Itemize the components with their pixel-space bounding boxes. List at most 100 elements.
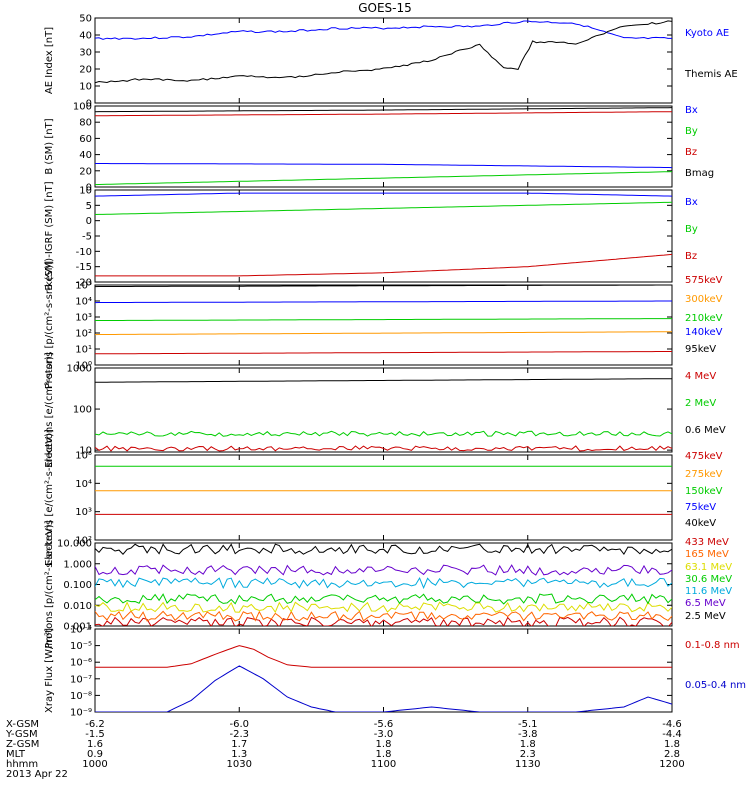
legend-label: Bz bbox=[685, 251, 697, 262]
series-line bbox=[95, 20, 672, 84]
ephemeris-cell: -5.6 bbox=[374, 719, 394, 730]
panel-4: 10⁰ 10¹ 10² 10³ 10⁴ 10⁵ Protons [p/(cm²-s-sr-k… bbox=[44, 261, 723, 389]
ephemeris-cell: -1.5 bbox=[85, 729, 105, 740]
legend-label: 95keV bbox=[685, 344, 716, 355]
series-line bbox=[95, 163, 672, 169]
plot-title: GOES-15 bbox=[358, 1, 412, 15]
ephemeris-cell: 1.8 bbox=[664, 739, 680, 750]
y-tick-label: 20 bbox=[79, 166, 92, 177]
series-line bbox=[95, 616, 672, 626]
panel-3: -20 -15 -10 -5 0 5 10 B (SM)-IGRF (SM) [nT] Bx By… bbox=[44, 181, 698, 290]
series-line bbox=[95, 318, 672, 321]
y-tick-label: 10 bbox=[79, 446, 92, 457]
y-axis-label: Electrons [e/(cm²-s-sr-keV)] bbox=[44, 429, 55, 566]
y-tick-label: 100 bbox=[73, 102, 92, 113]
y-tick-label: 10⁰ bbox=[75, 361, 92, 372]
panel-8: 10⁻⁹ 10⁻⁸ 10⁻⁷ 10⁻⁶ 10⁻⁵ 10⁻⁴ Xray Flux [W/m²]… bbox=[44, 625, 746, 719]
y-tick-label: 80 bbox=[79, 118, 92, 129]
series-line bbox=[95, 378, 672, 383]
y-tick-label: 60 bbox=[79, 134, 92, 145]
y-tick-label: 10.000 bbox=[57, 539, 92, 550]
panel-frame bbox=[94, 628, 673, 713]
y-tick-label: 40 bbox=[79, 31, 92, 42]
legend-label: Bmag bbox=[685, 168, 714, 179]
legend-label: 40keV bbox=[685, 518, 716, 529]
panel-5: 10 100 1000 Electrons [e/(cm²-s-sr)] 4 MeV 2 … bbox=[44, 352, 726, 468]
ephemeris-cell: -6.2 bbox=[85, 719, 105, 730]
legend-label: 11.6 MeV bbox=[685, 586, 732, 597]
series-line bbox=[95, 576, 672, 590]
ephemeris-cell: -4.4 bbox=[662, 729, 682, 740]
legend-label: By bbox=[685, 224, 698, 235]
legend-label: 140keV bbox=[685, 327, 723, 338]
series-line bbox=[95, 192, 672, 197]
legend-label: By bbox=[685, 126, 698, 137]
y-tick-label: -10 bbox=[76, 247, 92, 258]
legend-label: 275keV bbox=[685, 469, 723, 480]
ephemeris-cell: -2.3 bbox=[229, 729, 249, 740]
y-tick-label: 10⁴ bbox=[75, 479, 92, 490]
y-tick-label: 10² bbox=[75, 536, 92, 547]
y-tick-label: 0.010 bbox=[63, 601, 92, 612]
y-tick-label: 0 bbox=[86, 183, 92, 194]
ephemeris-cell: 1000 bbox=[82, 759, 107, 770]
legend-label: 433 MeV bbox=[685, 537, 729, 548]
series-line bbox=[95, 610, 672, 622]
y-axis-label: Protons [p/(cm²-s-sr-keV)] bbox=[44, 261, 55, 389]
legend-label: 63.1 MeV bbox=[685, 562, 732, 573]
series-line bbox=[95, 543, 672, 555]
legend-label: 6.5 MeV bbox=[685, 598, 726, 609]
ephemeris-cell: 1.3 bbox=[231, 749, 247, 760]
y-tick-label: -15 bbox=[76, 262, 92, 273]
y-tick-label: 1000 bbox=[67, 364, 92, 375]
ephemeris-cell: 1.8 bbox=[520, 739, 536, 750]
panel-frame bbox=[94, 454, 673, 541]
ephemeris-row-label: MLT bbox=[6, 749, 26, 760]
legend-label: 2.5 MeV bbox=[685, 611, 726, 622]
panel-frame bbox=[94, 17, 673, 104]
ephemeris-cell: 1130 bbox=[515, 759, 540, 770]
series-line bbox=[95, 351, 672, 355]
series-line bbox=[95, 201, 672, 215]
legend-label: 150keV bbox=[685, 486, 723, 497]
legend-label: 475keV bbox=[685, 451, 723, 462]
legend-label: 575keV bbox=[685, 275, 723, 286]
y-tick-label: 10 bbox=[79, 186, 92, 197]
y-tick-label: 10³ bbox=[75, 313, 92, 324]
y-tick-label: 10⁻⁵ bbox=[70, 641, 92, 652]
legend-label: Bx bbox=[685, 197, 698, 208]
series-line bbox=[95, 430, 672, 437]
y-axis-label: AE Index [nT] bbox=[44, 27, 55, 94]
legend-label: Themis AE bbox=[684, 69, 738, 80]
y-tick-label: 10⁴ bbox=[75, 297, 92, 308]
y-tick-label: 10⁻⁶ bbox=[70, 658, 92, 669]
ephemeris-row-label: Y-GSM bbox=[5, 729, 38, 740]
legend-label: 4 MeV bbox=[685, 371, 716, 382]
y-tick-label: 10⁻⁸ bbox=[70, 691, 92, 702]
panel-frame bbox=[94, 105, 673, 188]
y-tick-label: 20 bbox=[79, 65, 92, 76]
panel-6: 10² 10³ 10⁴ 10⁵ Electrons [e/(cm²-s-sr-keV)]… bbox=[44, 429, 723, 566]
y-axis-label: B (SM)-IGRF (SM) [nT] bbox=[44, 181, 55, 290]
y-axis-label: Electrons [e/(cm²-s-sr)] bbox=[44, 352, 55, 468]
ephemeris-cell: 1.7 bbox=[231, 739, 247, 750]
ephemeris-cell: 2.8 bbox=[664, 749, 680, 760]
legend-label: Kyoto AE bbox=[685, 28, 729, 39]
legend-label: 2 MeV bbox=[685, 398, 716, 409]
ephemeris-row-label: Z-GSM bbox=[6, 739, 39, 750]
legend-label: 210keV bbox=[685, 313, 723, 324]
y-tick-label: -5 bbox=[82, 232, 92, 243]
series-line bbox=[95, 111, 672, 117]
y-axis-label: Protons [p/(cm²-s-sr-keV)] bbox=[44, 520, 55, 648]
y-tick-label: 10⁻⁷ bbox=[70, 674, 92, 685]
y-tick-label: 10⁻⁴ bbox=[70, 625, 92, 636]
series-line bbox=[95, 593, 672, 605]
legend-label: Bz bbox=[685, 147, 697, 158]
y-axis-label: B (SM) [nT] bbox=[44, 118, 55, 174]
ephemeris-cell: -3.8 bbox=[518, 729, 538, 740]
y-axis-label: Xray Flux [W/m²] bbox=[44, 628, 55, 713]
